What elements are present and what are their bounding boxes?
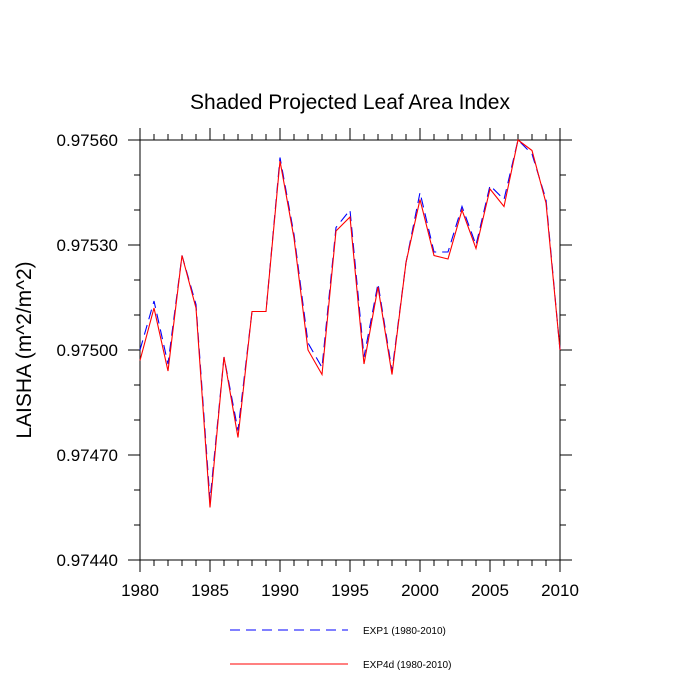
legend: EXP1 (1980-2010) EXP4d (1980-2010)	[230, 626, 451, 671]
plot-frame	[139, 139, 561, 561]
x-tick-label: 1980	[121, 581, 159, 600]
chart-title: Shaded Projected Leaf Area Index	[190, 91, 510, 114]
x-tick-label: 1985	[191, 581, 229, 600]
legend-label: EXP4d (1980-2010)	[363, 660, 451, 671]
series-line-2	[139, 139, 561, 508]
series-line-1	[139, 138, 561, 501]
x-tick-label: 1995	[331, 581, 369, 600]
plot-area	[139, 139, 561, 561]
y-tick-label: 0.97530	[57, 236, 118, 255]
x-tick-label: 2010	[541, 581, 579, 600]
x-tick-label: 2005	[471, 581, 509, 600]
axis-ticks	[128, 128, 572, 572]
axis-tick-labels: 1980 1985 1990 1995 2000 2005 2010 0.97440 0.974…	[57, 131, 579, 600]
series-lines	[139, 138, 561, 508]
x-tick-label: 2000	[401, 581, 439, 600]
y-tick-label: 0.97500	[57, 341, 118, 360]
y-tick-label: 0.97560	[57, 131, 118, 150]
legend-label: EXP1 (1980-2010)	[363, 626, 446, 637]
y-axis-label: LAISHA (m^2/m^2)	[13, 261, 36, 438]
x-tick-label: 1990	[261, 581, 299, 600]
y-tick-label: 0.97440	[57, 551, 118, 570]
y-tick-label: 0.97470	[57, 446, 118, 465]
